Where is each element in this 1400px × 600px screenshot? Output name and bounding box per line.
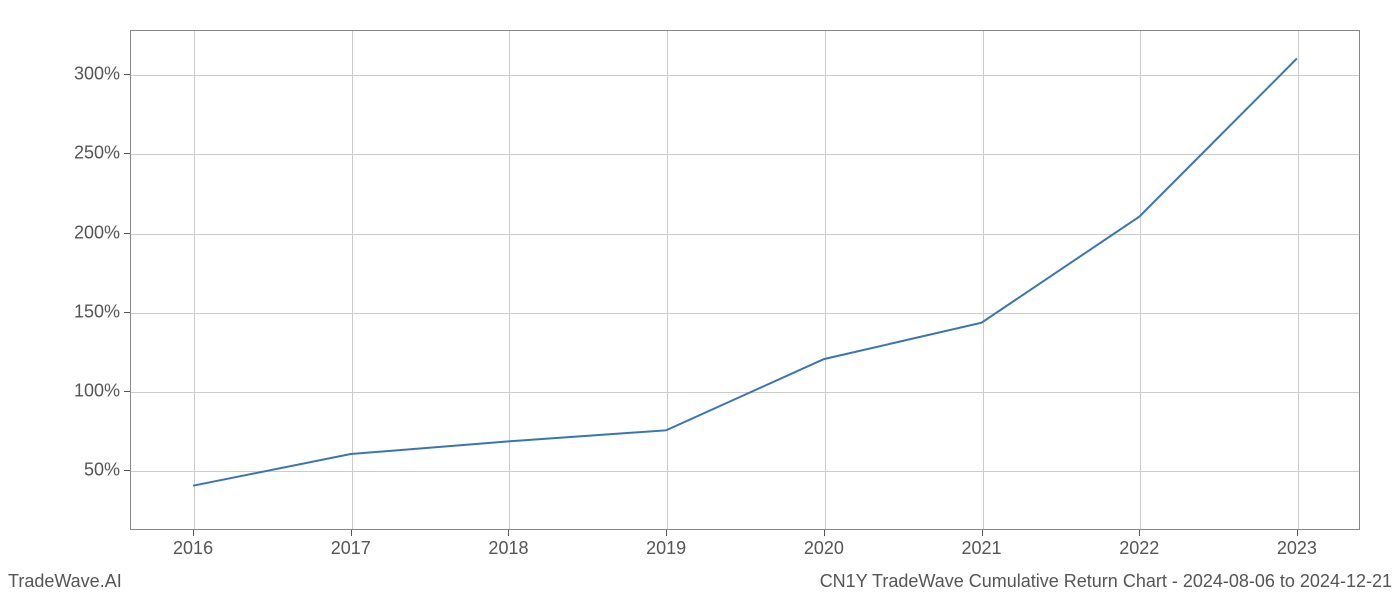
x-tick-mark xyxy=(824,530,825,536)
x-tick-mark xyxy=(508,530,509,536)
y-axis-tick-label: 150% xyxy=(60,301,120,322)
x-axis-tick-label: 2018 xyxy=(488,538,528,559)
x-tick-mark xyxy=(351,530,352,536)
x-axis-tick-label: 2021 xyxy=(962,538,1002,559)
y-axis-tick-label: 50% xyxy=(60,459,120,480)
footer-brand: TradeWave.AI xyxy=(8,571,122,592)
y-tick-mark xyxy=(124,391,130,392)
y-axis-tick-label: 300% xyxy=(60,64,120,85)
cumulative-return-line xyxy=(193,58,1297,485)
x-axis-tick-label: 2020 xyxy=(804,538,844,559)
x-axis-tick-label: 2019 xyxy=(646,538,686,559)
y-tick-mark xyxy=(124,470,130,471)
x-tick-mark xyxy=(1297,530,1298,536)
x-axis-tick-label: 2022 xyxy=(1119,538,1159,559)
x-tick-mark xyxy=(1139,530,1140,536)
x-axis-tick-label: 2023 xyxy=(1277,538,1317,559)
y-axis-tick-label: 250% xyxy=(60,143,120,164)
y-tick-mark xyxy=(124,74,130,75)
line-chart-svg xyxy=(130,30,1360,530)
x-tick-mark xyxy=(982,530,983,536)
x-axis-tick-label: 2016 xyxy=(173,538,213,559)
y-axis-tick-label: 200% xyxy=(60,222,120,243)
x-axis-tick-label: 2017 xyxy=(331,538,371,559)
y-tick-mark xyxy=(124,153,130,154)
y-tick-mark xyxy=(124,233,130,234)
x-tick-mark xyxy=(666,530,667,536)
footer-caption: CN1Y TradeWave Cumulative Return Chart -… xyxy=(820,571,1392,592)
y-axis-tick-label: 100% xyxy=(60,380,120,401)
y-tick-mark xyxy=(124,312,130,313)
x-tick-mark xyxy=(193,530,194,536)
